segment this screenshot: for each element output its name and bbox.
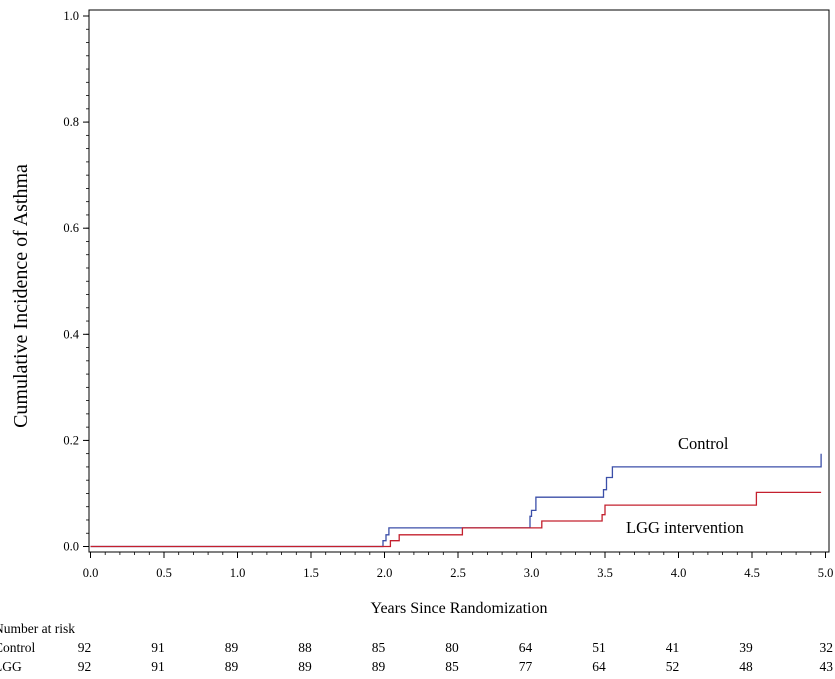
x-axis-title: Years Since Randomization: [370, 600, 547, 617]
y-tick-label: 0.0: [63, 540, 79, 554]
x-axis: 0.0 0.5 1.0 1.5 2.0 2.5 3.0 3.5 4.0 4.5 5.0: [83, 552, 834, 580]
x-tick-label: 2.0: [377, 566, 393, 580]
risk-value: 91: [151, 640, 165, 655]
lgg-series-line: [90, 491, 822, 548]
series-layer: [90, 453, 822, 548]
y-tick-label: 1.0: [63, 9, 79, 23]
risk-value: 64: [592, 659, 606, 674]
risk-value: 89: [225, 659, 239, 674]
x-tick-label: 4.5: [744, 566, 760, 580]
x-tick-label: 2.5: [450, 566, 466, 580]
risk-value: 92: [78, 640, 92, 655]
y-tick-label: 0.6: [63, 221, 79, 235]
x-tick-label: 0.0: [83, 566, 99, 580]
risk-value: 85: [372, 640, 386, 655]
risk-row-label-lgg: LGG: [0, 659, 22, 674]
risk-value: 89: [372, 659, 386, 674]
risk-value: 91: [151, 659, 165, 674]
control-series-label: Control: [678, 434, 729, 453]
x-tick-label: 3.0: [524, 566, 540, 580]
risk-value: 89: [298, 659, 312, 674]
risk-value: 64: [519, 640, 533, 655]
x-tick-label: 4.0: [671, 566, 687, 580]
y-axis: 0.0 0.2 0.4 0.6 0.8 1.0: [63, 9, 89, 554]
risk-value: 41: [666, 640, 680, 655]
risk-value: 80: [445, 640, 459, 655]
risk-row-label-control: Control: [0, 640, 36, 655]
x-tick-label: 3.5: [597, 566, 613, 580]
risk-value: 85: [445, 659, 459, 674]
risk-table-title: Number at risk: [0, 621, 75, 636]
lgg-series-label: LGG intervention: [626, 518, 744, 537]
minor-ticks: [86, 15, 826, 555]
risk-value: 52: [666, 659, 680, 674]
risk-value: 48: [739, 659, 753, 674]
y-tick-label: 0.2: [63, 433, 79, 447]
risk-value: 77: [519, 659, 533, 674]
risk-value: 51: [592, 640, 606, 655]
control-series-line: [90, 453, 822, 548]
x-tick-label: 1.5: [303, 566, 319, 580]
x-tick-label: 0.5: [156, 566, 172, 580]
y-axis-title: Cumulative Incidence of Asthma: [10, 164, 32, 428]
number-at-risk-table: Number at risk Control LGG 92 91 89 88 85 80 6…: [0, 621, 833, 674]
risk-value: 32: [820, 640, 834, 655]
y-tick-label: 0.4: [63, 327, 79, 341]
risk-value: 92: [78, 659, 92, 674]
risk-value: 43: [820, 659, 834, 674]
x-tick-label: 1.0: [230, 566, 246, 580]
x-tick-label: 5.0: [818, 566, 834, 580]
risk-value: 88: [298, 640, 312, 655]
risk-value: 39: [739, 640, 753, 655]
y-tick-label: 0.8: [63, 115, 79, 129]
risk-value: 89: [225, 640, 239, 655]
